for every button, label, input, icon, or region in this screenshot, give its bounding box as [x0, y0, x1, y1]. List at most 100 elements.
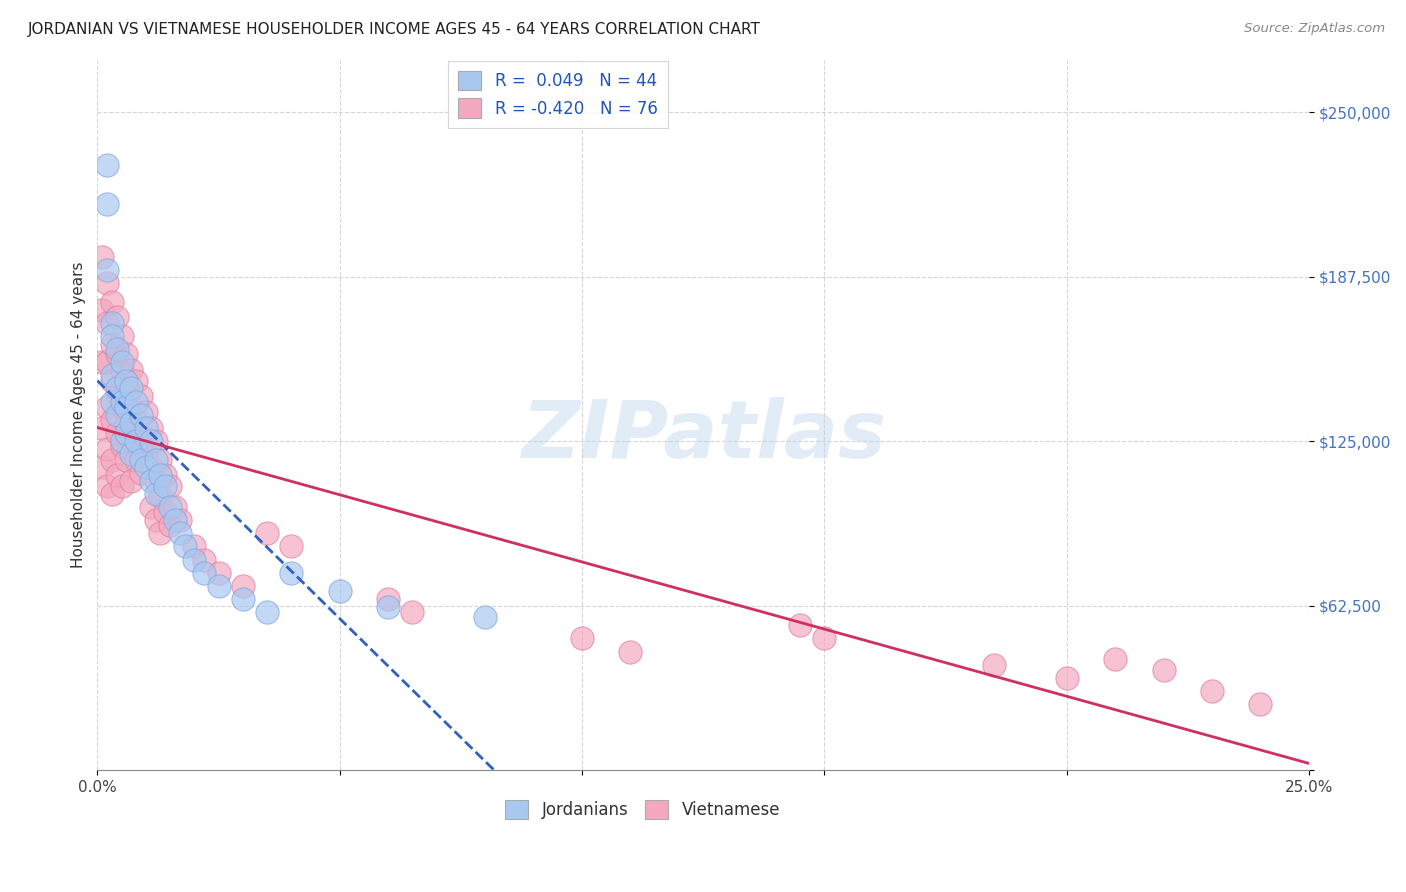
Y-axis label: Householder Income Ages 45 - 64 years: Householder Income Ages 45 - 64 years	[72, 261, 86, 568]
Point	[96, 442, 118, 456]
Point	[125, 434, 148, 449]
Point	[159, 518, 181, 533]
Point	[153, 505, 176, 519]
Point	[125, 394, 148, 409]
Point	[129, 389, 152, 403]
Point	[401, 605, 423, 619]
Point	[173, 540, 195, 554]
Point	[101, 316, 124, 330]
Point	[139, 434, 162, 449]
Point	[101, 368, 124, 383]
Point	[115, 452, 138, 467]
Point	[135, 421, 157, 435]
Point	[96, 197, 118, 211]
Text: JORDANIAN VS VIETNAMESE HOUSEHOLDER INCOME AGES 45 - 64 YEARS CORRELATION CHART: JORDANIAN VS VIETNAMESE HOUSEHOLDER INCO…	[28, 22, 761, 37]
Point	[232, 579, 254, 593]
Point	[125, 374, 148, 388]
Point	[145, 513, 167, 527]
Point	[91, 250, 114, 264]
Point	[110, 355, 132, 369]
Point	[169, 513, 191, 527]
Point	[193, 552, 215, 566]
Point	[96, 316, 118, 330]
Point	[110, 394, 132, 409]
Point	[105, 347, 128, 361]
Text: ZIPatlas: ZIPatlas	[520, 397, 886, 475]
Point	[1056, 671, 1078, 685]
Point	[96, 400, 118, 414]
Point	[183, 552, 205, 566]
Point	[96, 263, 118, 277]
Point	[377, 591, 399, 606]
Point	[135, 447, 157, 461]
Point	[163, 513, 186, 527]
Point	[1201, 684, 1223, 698]
Point	[139, 460, 162, 475]
Point	[129, 408, 152, 422]
Point	[129, 466, 152, 480]
Point	[96, 479, 118, 493]
Point	[105, 426, 128, 441]
Point	[110, 439, 132, 453]
Point	[571, 632, 593, 646]
Point	[139, 474, 162, 488]
Point	[135, 405, 157, 419]
Point	[153, 468, 176, 483]
Point	[115, 374, 138, 388]
Text: Source: ZipAtlas.com: Source: ZipAtlas.com	[1244, 22, 1385, 36]
Point	[120, 400, 142, 414]
Point	[120, 474, 142, 488]
Point	[145, 487, 167, 501]
Point	[280, 540, 302, 554]
Point	[101, 413, 124, 427]
Point	[149, 526, 172, 541]
Point	[149, 489, 172, 503]
Point	[129, 426, 152, 441]
Point	[105, 408, 128, 422]
Point	[256, 605, 278, 619]
Point	[110, 434, 132, 449]
Point	[120, 382, 142, 396]
Point	[101, 336, 124, 351]
Point	[115, 416, 138, 430]
Point	[101, 329, 124, 343]
Point	[120, 363, 142, 377]
Point	[96, 355, 118, 369]
Point	[105, 310, 128, 325]
Point	[280, 566, 302, 580]
Point	[207, 579, 229, 593]
Point	[91, 421, 114, 435]
Point	[105, 386, 128, 401]
Point	[1153, 663, 1175, 677]
Point	[145, 434, 167, 449]
Point	[125, 413, 148, 427]
Point	[193, 566, 215, 580]
Point	[91, 460, 114, 475]
Point	[139, 421, 162, 435]
Point	[1249, 697, 1271, 711]
Point	[153, 479, 176, 493]
Point	[256, 526, 278, 541]
Point	[105, 468, 128, 483]
Point	[115, 347, 138, 361]
Point	[232, 591, 254, 606]
Point	[329, 584, 352, 599]
Point	[145, 452, 167, 467]
Point	[474, 610, 496, 624]
Point	[159, 500, 181, 514]
Legend: Jordanians, Vietnamese: Jordanians, Vietnamese	[498, 793, 787, 826]
Point	[120, 447, 142, 461]
Point	[101, 294, 124, 309]
Point	[135, 460, 157, 475]
Point	[105, 342, 128, 356]
Point	[91, 355, 114, 369]
Point	[789, 618, 811, 632]
Point	[145, 474, 167, 488]
Point	[101, 452, 124, 467]
Point	[159, 479, 181, 493]
Point	[619, 644, 641, 658]
Point	[120, 434, 142, 449]
Point	[105, 382, 128, 396]
Point	[1104, 652, 1126, 666]
Point	[110, 400, 132, 414]
